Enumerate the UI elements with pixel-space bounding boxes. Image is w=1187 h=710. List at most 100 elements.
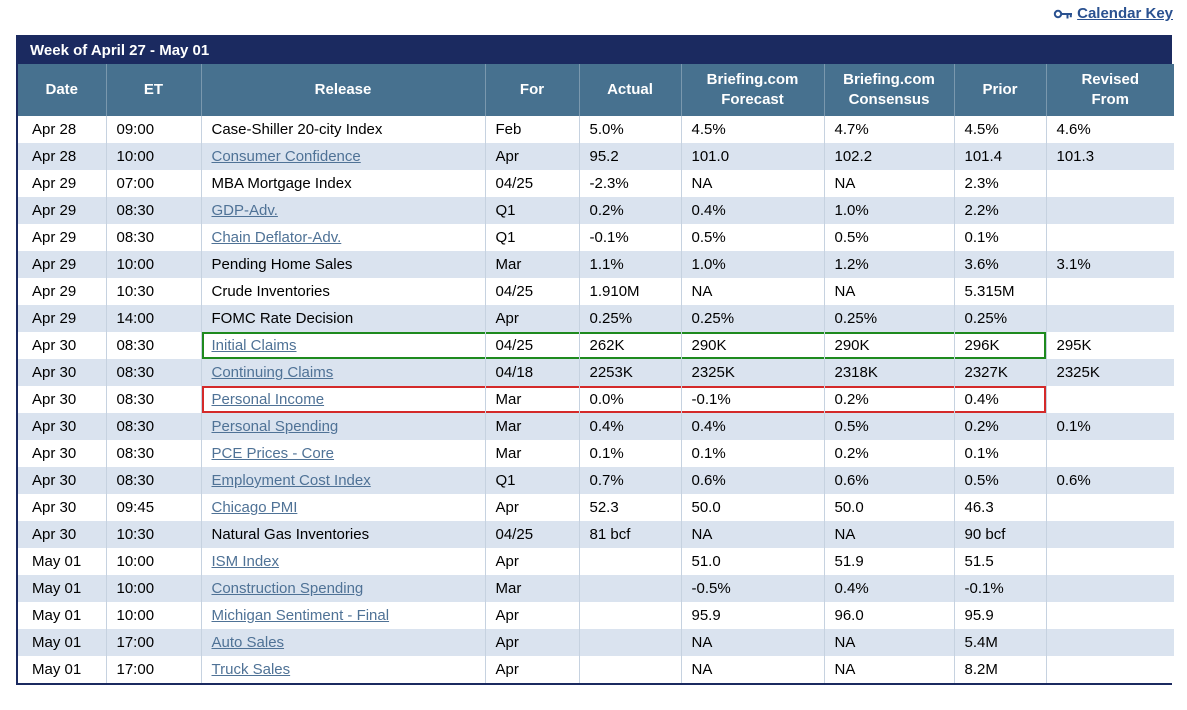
revised-cell bbox=[1045, 602, 1174, 629]
et-cell: 17:00 bbox=[105, 629, 201, 656]
forecast-cell: -0.5% bbox=[680, 575, 824, 602]
release-link[interactable]: Michigan Sentiment - Final bbox=[211, 607, 390, 624]
revised-cell: 4.6% bbox=[1045, 116, 1174, 143]
column-header-release: Release bbox=[200, 64, 485, 116]
release-cell: Truck Sales bbox=[200, 656, 485, 683]
et-cell: 08:30 bbox=[105, 224, 201, 251]
release-link[interactable]: Chicago PMI bbox=[211, 499, 298, 516]
revised-cell bbox=[1045, 521, 1174, 548]
table-row: May 01 10:00 ISM Index Apr 51.0 51.9 51.5 bbox=[18, 548, 1174, 575]
actual-cell bbox=[578, 629, 681, 656]
forecast-cell: NA bbox=[680, 278, 824, 305]
et-cell: 08:30 bbox=[105, 440, 201, 467]
prior-cell: 0.2% bbox=[953, 413, 1046, 440]
et-cell: 08:30 bbox=[105, 386, 201, 413]
column-header-et: ET bbox=[105, 64, 201, 116]
date-cell: May 01 bbox=[18, 602, 106, 629]
release-link[interactable]: Auto Sales bbox=[211, 634, 285, 651]
calendar-table: Date ET Release For Actual Briefing.com … bbox=[18, 64, 1174, 683]
release-link[interactable]: Personal Income bbox=[211, 391, 325, 408]
release-link[interactable]: Chain Deflator-Adv. bbox=[211, 229, 342, 246]
prior-cell: 51.5 bbox=[953, 548, 1046, 575]
consensus-cell: 1.0% bbox=[823, 197, 954, 224]
release-link[interactable]: Initial Claims bbox=[211, 337, 297, 354]
prior-cell: 5.315M bbox=[953, 278, 1046, 305]
consensus-cell: NA bbox=[823, 278, 954, 305]
consensus-cell: 0.2% bbox=[823, 386, 954, 413]
prior-cell: 0.5% bbox=[953, 467, 1046, 494]
et-cell: 10:30 bbox=[105, 521, 201, 548]
release-cell: ISM Index bbox=[200, 548, 485, 575]
forecast-cell: 2325K bbox=[680, 359, 824, 386]
et-cell: 10:00 bbox=[105, 575, 201, 602]
revised-cell bbox=[1045, 170, 1174, 197]
actual-cell: 0.4% bbox=[578, 413, 681, 440]
top-bar: Calendar Key bbox=[0, 0, 1187, 30]
table-row: May 01 10:00 Michigan Sentiment - Final Apr… bbox=[18, 602, 1174, 629]
et-cell: 08:30 bbox=[105, 332, 201, 359]
release-link[interactable]: Employment Cost Index bbox=[211, 472, 371, 489]
forecast-cell: NA bbox=[680, 521, 824, 548]
release-cell: Personal Income bbox=[200, 386, 485, 413]
et-cell: 10:00 bbox=[105, 602, 201, 629]
for-cell: Apr bbox=[484, 305, 579, 332]
date-cell: May 01 bbox=[18, 575, 106, 602]
prior-cell: 2327K bbox=[953, 359, 1046, 386]
release-cell: Chicago PMI bbox=[200, 494, 485, 521]
release-cell: Chain Deflator-Adv. bbox=[200, 224, 485, 251]
et-cell: 08:30 bbox=[105, 467, 201, 494]
prior-cell: 46.3 bbox=[953, 494, 1046, 521]
release-link[interactable]: Continuing Claims bbox=[211, 364, 334, 381]
table-row: Apr 29 10:00 Pending Home Sales Mar 1.1% 1.0%… bbox=[18, 251, 1174, 278]
for-cell: Apr bbox=[484, 494, 579, 521]
release-link[interactable]: Truck Sales bbox=[211, 661, 291, 678]
revised-cell bbox=[1045, 494, 1174, 521]
table-row: Apr 30 08:30 Personal Income Mar 0.0% -0.1% 0.… bbox=[18, 386, 1174, 413]
et-cell: 17:00 bbox=[105, 656, 201, 683]
revised-cell bbox=[1045, 629, 1174, 656]
consensus-cell: 51.9 bbox=[823, 548, 954, 575]
release-cell: Employment Cost Index bbox=[200, 467, 485, 494]
date-cell: Apr 30 bbox=[18, 413, 106, 440]
table-row: Apr 29 07:00 MBA Mortgage Index 04/25 -2.3% N… bbox=[18, 170, 1174, 197]
release-link[interactable]: PCE Prices - Core bbox=[211, 445, 335, 462]
consensus-cell: 290K bbox=[823, 332, 954, 359]
consensus-cell: NA bbox=[823, 170, 954, 197]
table-row: May 01 17:00 Truck Sales Apr NA NA 8.2M bbox=[18, 656, 1174, 683]
actual-cell: -0.1% bbox=[578, 224, 681, 251]
revised-cell: 295K bbox=[1045, 332, 1174, 359]
for-cell: 04/25 bbox=[484, 521, 579, 548]
table-row: Apr 28 09:00 Case-Shiller 20-city Index Feb… bbox=[18, 116, 1174, 143]
column-header-date: Date bbox=[18, 64, 106, 116]
revised-cell bbox=[1045, 305, 1174, 332]
for-cell: Q1 bbox=[484, 467, 579, 494]
prior-cell: 0.4% bbox=[953, 386, 1046, 413]
table-row: Apr 30 08:30 Employment Cost Index Q1 0.7% 0.… bbox=[18, 467, 1174, 494]
date-cell: Apr 29 bbox=[18, 305, 106, 332]
prior-cell: 95.9 bbox=[953, 602, 1046, 629]
release-cell: Consumer Confidence bbox=[200, 143, 485, 170]
release-link[interactable]: Construction Spending bbox=[211, 580, 364, 597]
release-link[interactable]: GDP-Adv. bbox=[211, 202, 278, 219]
forecast-cell: 1.0% bbox=[680, 251, 824, 278]
release-link[interactable]: Personal Spending bbox=[211, 418, 339, 435]
et-cell: 14:00 bbox=[105, 305, 201, 332]
forecast-cell: 0.25% bbox=[680, 305, 824, 332]
actual-cell: 262K bbox=[578, 332, 681, 359]
for-cell: Mar bbox=[484, 386, 579, 413]
release-link[interactable]: ISM Index bbox=[211, 553, 280, 570]
release-link[interactable]: Consumer Confidence bbox=[211, 148, 361, 165]
forecast-cell: NA bbox=[680, 629, 824, 656]
for-cell: Apr bbox=[484, 656, 579, 683]
economic-calendar: Week of April 27 - May 01 Date ET Releas… bbox=[16, 35, 1174, 685]
forecast-cell: 50.0 bbox=[680, 494, 824, 521]
table-row: Apr 30 08:30 Personal Spending Mar 0.4% 0.4% 0… bbox=[18, 413, 1174, 440]
calendar-key-link[interactable]: Calendar Key bbox=[1053, 5, 1173, 22]
forecast-cell: NA bbox=[680, 656, 824, 683]
et-cell: 08:30 bbox=[105, 197, 201, 224]
prior-cell: 296K bbox=[953, 332, 1046, 359]
consensus-cell: 96.0 bbox=[823, 602, 954, 629]
consensus-cell: 50.0 bbox=[823, 494, 954, 521]
for-cell: 04/25 bbox=[484, 170, 579, 197]
release-cell: Personal Spending bbox=[200, 413, 485, 440]
